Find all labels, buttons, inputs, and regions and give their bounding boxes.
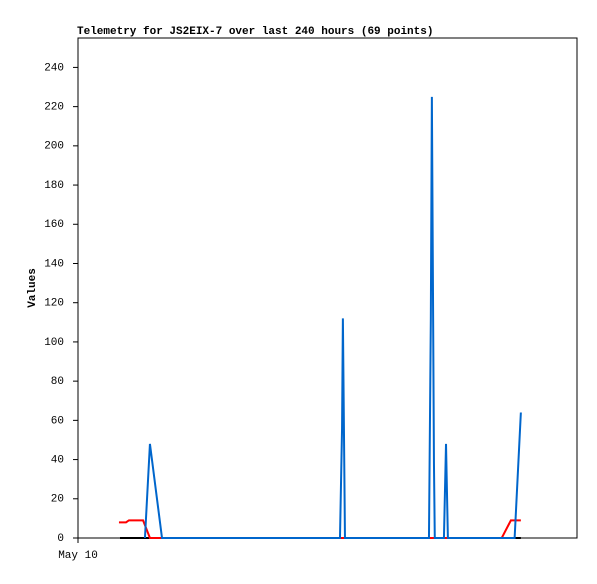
y-tick-label: 160	[44, 219, 64, 231]
y-tick-label: 100	[44, 337, 64, 349]
y-tick-label: 180	[44, 180, 64, 192]
y-tick-label: 120	[44, 298, 64, 310]
chart-title: Telemetry for JS2EIX-7 over last 240 hou…	[77, 26, 433, 38]
y-tick-label: 80	[51, 376, 64, 388]
y-tick-label: 140	[44, 258, 64, 270]
y-tick-label: 220	[44, 102, 64, 114]
y-tick-label: 20	[51, 494, 64, 506]
series-line	[143, 96, 522, 539]
y-axis-label: Values	[27, 268, 39, 308]
y-tick-label: 40	[51, 454, 64, 466]
y-tick-label: 240	[44, 62, 64, 74]
x-tick-label: May 10	[58, 550, 98, 562]
series-line	[118, 519, 521, 539]
y-tick-label: 0	[57, 533, 64, 545]
y-tick-label: 60	[51, 415, 64, 427]
y-tick-label: 200	[44, 141, 64, 153]
